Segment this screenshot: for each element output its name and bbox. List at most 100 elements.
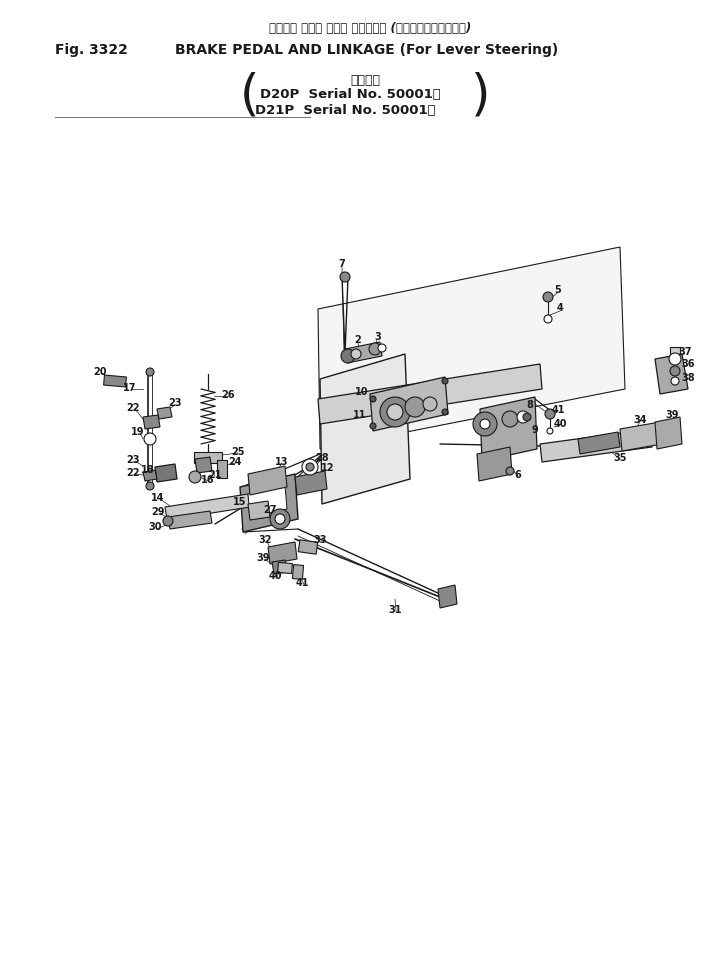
Circle shape bbox=[473, 413, 497, 436]
Text: 26: 26 bbox=[221, 390, 235, 399]
Text: 4: 4 bbox=[557, 303, 563, 313]
Text: (: ( bbox=[240, 71, 260, 120]
Circle shape bbox=[642, 431, 658, 447]
Circle shape bbox=[442, 410, 448, 416]
Polygon shape bbox=[295, 472, 327, 496]
Circle shape bbox=[146, 482, 154, 491]
Polygon shape bbox=[268, 542, 297, 564]
Polygon shape bbox=[655, 355, 688, 395]
Text: D21P  Serial No. 50001～: D21P Serial No. 50001～ bbox=[255, 104, 436, 117]
Polygon shape bbox=[438, 585, 457, 608]
Text: 9: 9 bbox=[532, 424, 538, 435]
Polygon shape bbox=[240, 475, 298, 533]
Text: 17: 17 bbox=[123, 382, 137, 393]
Circle shape bbox=[351, 350, 361, 359]
Circle shape bbox=[144, 434, 156, 446]
Text: 10: 10 bbox=[356, 387, 369, 396]
Text: 27: 27 bbox=[263, 504, 277, 515]
Text: ブレーキ ペダル および リンケージ (レバーステアリング用): ブレーキ ペダル および リンケージ (レバーステアリング用) bbox=[269, 22, 471, 34]
Circle shape bbox=[370, 423, 376, 430]
Polygon shape bbox=[370, 377, 448, 432]
Polygon shape bbox=[620, 422, 662, 452]
Bar bbox=[670, 347, 680, 382]
Bar bbox=[104, 375, 127, 388]
Text: 8: 8 bbox=[527, 399, 533, 410]
Polygon shape bbox=[272, 560, 287, 575]
Circle shape bbox=[302, 459, 318, 476]
Polygon shape bbox=[578, 433, 620, 455]
Circle shape bbox=[442, 378, 448, 385]
Text: 32: 32 bbox=[258, 535, 272, 544]
Text: 23: 23 bbox=[127, 455, 140, 464]
Circle shape bbox=[523, 414, 531, 421]
Circle shape bbox=[480, 419, 490, 430]
Polygon shape bbox=[248, 486, 287, 517]
Polygon shape bbox=[345, 343, 382, 364]
Text: 40: 40 bbox=[268, 571, 282, 580]
Circle shape bbox=[146, 369, 154, 376]
Circle shape bbox=[547, 429, 553, 435]
Text: 29: 29 bbox=[151, 506, 165, 517]
Text: 5: 5 bbox=[555, 285, 562, 294]
Text: 19: 19 bbox=[132, 427, 145, 436]
Circle shape bbox=[517, 412, 529, 423]
Circle shape bbox=[380, 397, 410, 428]
Text: 20: 20 bbox=[93, 367, 107, 376]
Circle shape bbox=[270, 510, 290, 530]
Text: 31: 31 bbox=[388, 604, 402, 615]
Circle shape bbox=[544, 315, 552, 324]
Text: 35: 35 bbox=[614, 453, 627, 462]
Polygon shape bbox=[157, 408, 172, 419]
Polygon shape bbox=[165, 495, 250, 520]
Text: 34: 34 bbox=[634, 415, 647, 424]
Text: 14: 14 bbox=[151, 493, 165, 502]
Polygon shape bbox=[655, 417, 682, 450]
Text: 16: 16 bbox=[201, 475, 215, 484]
Circle shape bbox=[543, 293, 553, 303]
Circle shape bbox=[369, 344, 381, 355]
Text: 41: 41 bbox=[295, 578, 309, 587]
Polygon shape bbox=[540, 430, 652, 462]
Text: 39: 39 bbox=[665, 410, 679, 419]
Text: 36: 36 bbox=[681, 358, 695, 369]
Circle shape bbox=[275, 515, 285, 524]
Bar bbox=[298, 540, 318, 555]
Text: BRAKE PEDAL AND LINKAGE (For Lever Steering): BRAKE PEDAL AND LINKAGE (For Lever Steer… bbox=[175, 43, 558, 57]
Text: 33: 33 bbox=[314, 535, 327, 544]
Text: 40: 40 bbox=[553, 418, 567, 429]
Text: 適用号機: 適用号機 bbox=[350, 74, 380, 87]
Circle shape bbox=[340, 273, 350, 283]
Text: 6: 6 bbox=[515, 470, 521, 479]
Text: 39: 39 bbox=[256, 553, 269, 562]
Bar bbox=[217, 460, 227, 478]
Circle shape bbox=[163, 517, 173, 526]
Polygon shape bbox=[155, 464, 177, 482]
Polygon shape bbox=[480, 397, 537, 461]
Polygon shape bbox=[168, 512, 212, 530]
Bar bbox=[194, 452, 222, 463]
Circle shape bbox=[669, 354, 681, 366]
Text: 21: 21 bbox=[208, 470, 222, 479]
Text: 11: 11 bbox=[353, 410, 367, 419]
Circle shape bbox=[387, 405, 403, 420]
Circle shape bbox=[545, 410, 555, 419]
Polygon shape bbox=[320, 355, 410, 504]
Circle shape bbox=[405, 397, 425, 417]
Text: 13: 13 bbox=[275, 456, 289, 467]
Text: ): ) bbox=[471, 71, 490, 120]
Text: 23: 23 bbox=[169, 397, 182, 408]
Bar bbox=[292, 565, 304, 579]
Circle shape bbox=[502, 412, 518, 428]
Text: 7: 7 bbox=[338, 258, 346, 269]
Polygon shape bbox=[477, 448, 512, 481]
Text: 24: 24 bbox=[228, 456, 242, 467]
Polygon shape bbox=[143, 471, 157, 481]
Circle shape bbox=[506, 468, 514, 476]
Text: 2: 2 bbox=[355, 335, 361, 345]
Polygon shape bbox=[248, 501, 270, 520]
Circle shape bbox=[670, 367, 680, 376]
Text: Fig. 3322: Fig. 3322 bbox=[55, 43, 128, 57]
Text: 12: 12 bbox=[321, 462, 335, 473]
Text: 41: 41 bbox=[551, 405, 565, 415]
Circle shape bbox=[378, 345, 386, 353]
